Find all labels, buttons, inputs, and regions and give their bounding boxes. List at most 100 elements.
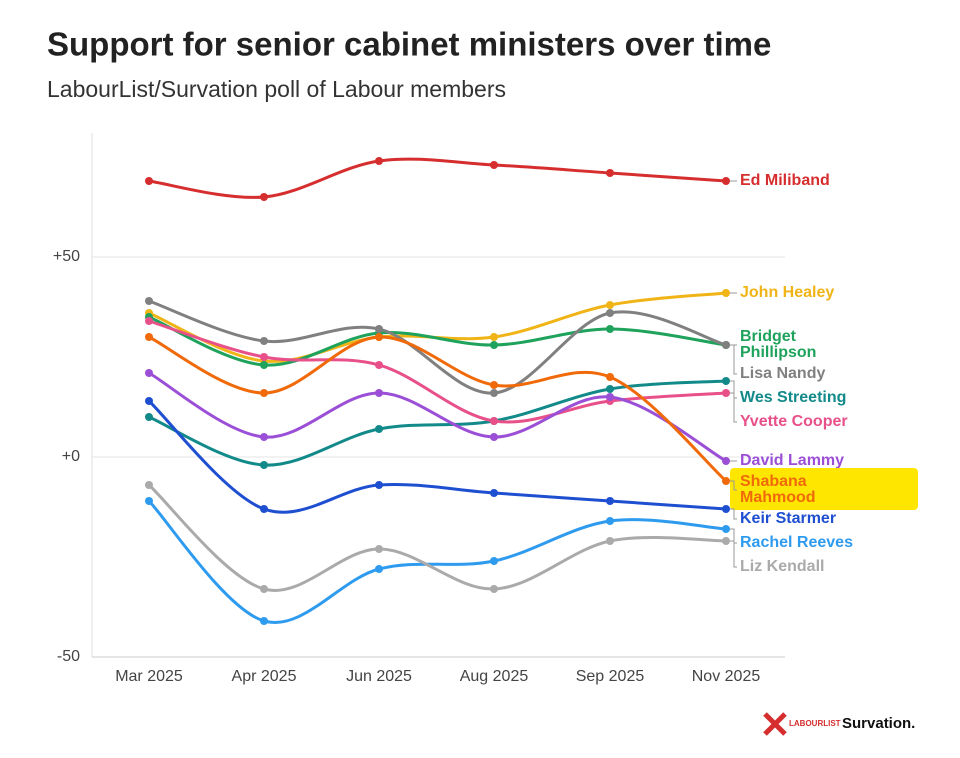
point — [145, 481, 153, 489]
logo-icon — [763, 712, 787, 736]
point — [375, 325, 383, 333]
point — [145, 397, 153, 405]
point — [260, 433, 268, 441]
point — [260, 389, 268, 397]
x-tick-label: Jun 2025 — [346, 668, 412, 685]
point — [722, 377, 730, 385]
x-tick-label: Nov 2025 — [692, 668, 761, 685]
line — [147, 399, 727, 514]
series-label: Liz Kendall — [740, 558, 824, 575]
point — [490, 341, 498, 349]
logo-survation: Survation. — [842, 715, 915, 732]
point — [375, 545, 383, 553]
point — [606, 497, 614, 505]
point — [490, 389, 498, 397]
line — [148, 335, 728, 483]
point — [606, 309, 614, 317]
series-label: Ed Miliband — [740, 172, 830, 189]
series-label: Bridget Phillipson — [740, 328, 816, 361]
point — [606, 301, 614, 309]
point — [145, 413, 153, 421]
leader-line — [730, 344, 737, 375]
point — [722, 477, 730, 485]
series-label: Wes Streeting — [740, 389, 846, 406]
logo-labourlist: LABOURLIST — [789, 719, 841, 728]
y-tick-label: +50 — [53, 248, 80, 265]
point — [722, 341, 730, 349]
point — [375, 565, 383, 573]
point — [260, 193, 268, 201]
point — [606, 169, 614, 177]
leader-line — [730, 508, 737, 520]
point — [260, 361, 268, 369]
point — [260, 337, 268, 345]
x-tick-label: Apr 2025 — [232, 668, 297, 685]
line — [148, 157, 727, 199]
x-tick-label: Aug 2025 — [460, 668, 529, 685]
point — [375, 361, 383, 369]
point — [722, 457, 730, 465]
point — [375, 333, 383, 341]
leader-line — [730, 380, 737, 399]
point — [722, 389, 730, 397]
point — [722, 289, 730, 297]
point — [722, 177, 730, 185]
point — [375, 481, 383, 489]
point — [145, 297, 153, 305]
point — [722, 505, 730, 513]
series-label: Keir Starmer — [740, 510, 836, 527]
point — [145, 333, 153, 341]
series-label: Yvette Cooper — [740, 413, 848, 430]
point — [490, 489, 498, 497]
point — [606, 385, 614, 393]
leader-line — [730, 392, 737, 423]
point — [490, 161, 498, 169]
series-label: Lisa Nandy — [740, 365, 825, 382]
y-tick-label: -50 — [57, 648, 80, 665]
point — [490, 557, 498, 565]
logo: LABOURLIST Survation. — [763, 712, 915, 736]
point — [375, 389, 383, 397]
line — [147, 483, 727, 592]
series-label: David Lammy — [740, 452, 844, 469]
point — [606, 537, 614, 545]
point — [606, 517, 614, 525]
leader-line — [730, 540, 737, 568]
point — [145, 317, 153, 325]
point — [722, 525, 730, 533]
point — [260, 505, 268, 513]
x-tick-label: Sep 2025 — [576, 668, 645, 685]
point — [606, 393, 614, 401]
point — [490, 585, 498, 593]
chart-title: Support for senior cabinet ministers ove… — [47, 26, 771, 63]
point — [606, 373, 614, 381]
point — [490, 381, 498, 389]
line — [148, 315, 727, 367]
point — [490, 433, 498, 441]
point — [145, 177, 153, 185]
point — [145, 497, 153, 505]
leader-line — [730, 480, 737, 491]
point — [490, 417, 498, 425]
point — [260, 585, 268, 593]
point — [260, 461, 268, 469]
line — [147, 499, 727, 625]
point — [722, 537, 730, 545]
y-tick-label: +0 — [62, 448, 80, 465]
highlight — [730, 468, 918, 510]
chart-subtitle: LabourList/Survation poll of Labour memb… — [47, 76, 506, 102]
point — [145, 369, 153, 377]
line — [148, 379, 727, 467]
point — [490, 333, 498, 341]
line — [148, 299, 727, 395]
x-tick-label: Mar 2025 — [115, 668, 183, 685]
point — [375, 425, 383, 433]
leader-line — [730, 528, 737, 544]
point — [606, 325, 614, 333]
point — [260, 617, 268, 625]
point — [375, 157, 383, 165]
series-label: Rachel Reeves — [740, 534, 853, 551]
line — [148, 371, 727, 463]
series-label: Shabana Mahmood — [740, 473, 816, 506]
